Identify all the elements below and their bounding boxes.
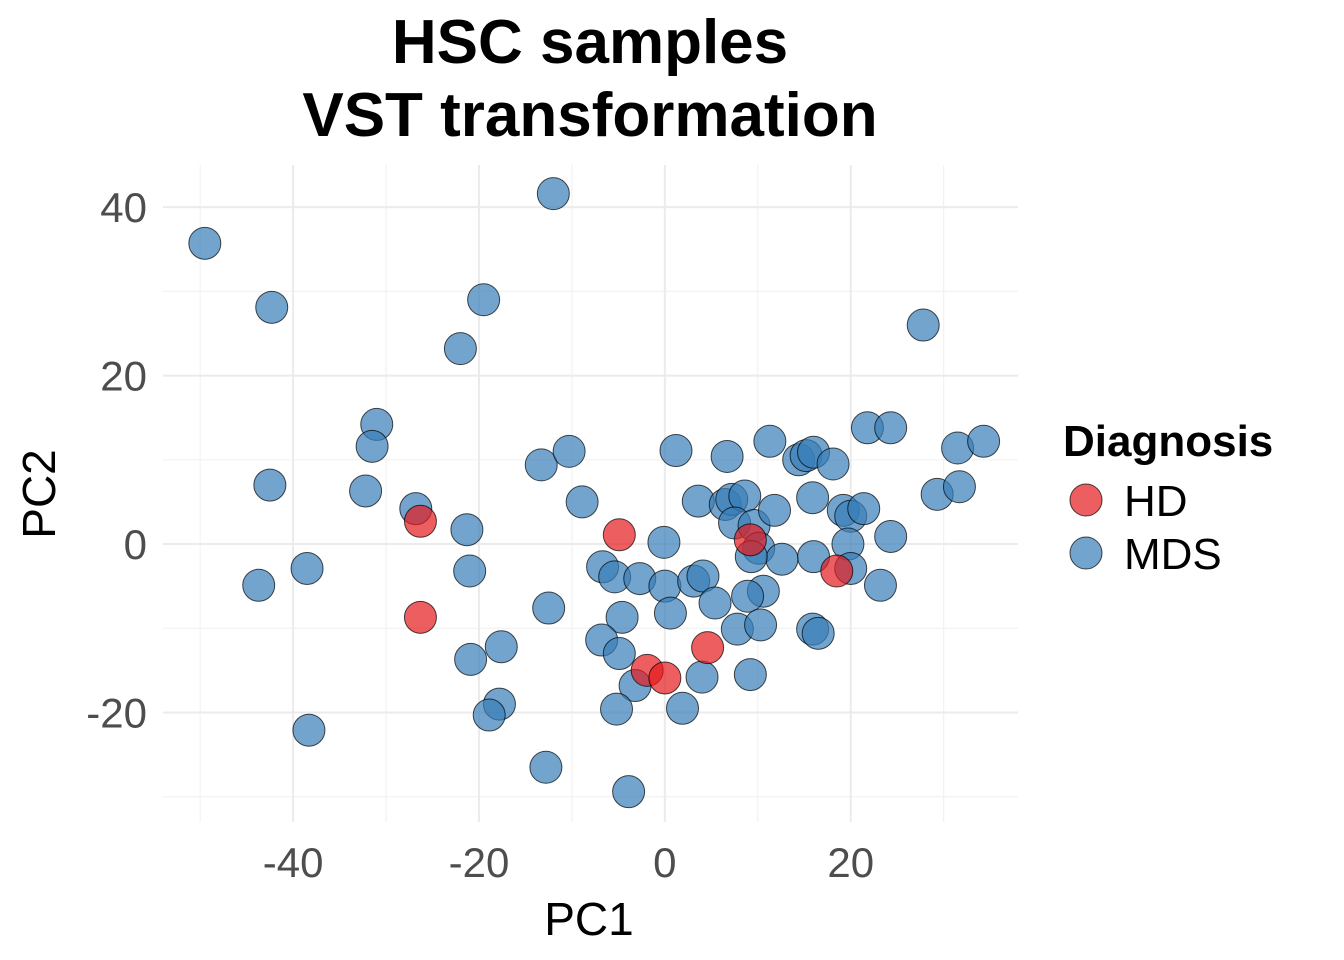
data-point-mds — [863, 568, 897, 602]
x-tick-label: 20 — [827, 839, 874, 886]
plot-grid — [163, 165, 1018, 822]
data-point-hd — [820, 554, 854, 588]
data-point-mds — [290, 551, 324, 585]
data-point-mds — [454, 642, 488, 676]
data-point-mds — [552, 434, 586, 468]
data-point-mds — [874, 411, 908, 445]
data-point-hd — [403, 600, 437, 634]
data-point-hd — [733, 523, 767, 557]
x-tick-label: -20 — [449, 839, 510, 886]
data-point-hd — [691, 631, 725, 665]
data-point-hd — [403, 504, 437, 538]
data-point-mds — [685, 660, 719, 694]
data-point-mds — [847, 492, 881, 526]
data-point-mds — [450, 513, 484, 547]
data-points — [188, 177, 1001, 809]
axis-ticks: -40 -20 0 20 -20 0 20 40 — [86, 184, 874, 886]
legend-swatch-hd — [1069, 483, 1103, 517]
data-point-mds — [710, 439, 744, 473]
y-tick-label: 20 — [100, 353, 147, 400]
data-point-mds — [967, 424, 1001, 458]
legend-swatch-mds — [1069, 536, 1103, 570]
data-point-mds — [605, 600, 639, 634]
data-point-mds — [731, 579, 765, 613]
data-point-mds — [349, 474, 383, 508]
y-tick-label: 40 — [100, 184, 147, 231]
data-point-mds — [653, 596, 687, 630]
x-tick-label: 0 — [653, 839, 676, 886]
y-tick-label: -20 — [86, 690, 147, 737]
data-point-mds — [874, 519, 908, 553]
data-point-mds — [484, 630, 518, 664]
x-tick-label: -40 — [263, 839, 324, 886]
data-point-mds — [647, 525, 681, 559]
data-point-mds — [255, 290, 289, 324]
data-point-mds — [648, 569, 682, 603]
data-point-mds — [467, 283, 501, 317]
data-point-hd — [602, 518, 636, 552]
data-point-mds — [666, 691, 700, 725]
data-point-mds — [602, 637, 636, 671]
legend-title: Diagnosis — [1063, 417, 1273, 466]
data-point-mds — [765, 542, 799, 576]
data-point-mds — [536, 177, 570, 211]
data-point-mds — [753, 424, 787, 458]
data-point-mds — [698, 586, 732, 620]
data-point-mds — [816, 447, 850, 481]
data-point-mds — [942, 470, 976, 504]
data-point-mds — [600, 692, 634, 726]
data-point-mds — [242, 568, 276, 602]
data-point-mds — [758, 493, 792, 527]
x-axis-title: PC1 — [544, 893, 633, 945]
data-point-mds — [744, 608, 778, 642]
data-point-mds — [443, 332, 477, 366]
chart-title-line-2: VST transformation — [302, 81, 877, 150]
data-point-mds — [453, 554, 487, 588]
data-point-mds — [796, 481, 830, 515]
data-point-mds — [532, 591, 566, 625]
data-point-mds — [292, 713, 326, 747]
data-point-mds — [355, 429, 389, 463]
data-point-mds — [188, 226, 222, 260]
data-point-mds — [253, 468, 287, 502]
data-point-mds — [565, 485, 599, 519]
data-point-mds — [906, 308, 940, 342]
data-point-hd — [648, 661, 682, 695]
legend-label-mds: MDS — [1124, 530, 1222, 579]
data-point-mds — [529, 750, 563, 784]
data-point-mds — [733, 658, 767, 692]
chart-title-line-1: HSC samples — [392, 8, 788, 77]
data-point-mds — [659, 434, 693, 468]
data-point-mds — [612, 775, 646, 809]
y-tick-label: 0 — [124, 521, 147, 568]
data-point-mds — [472, 698, 506, 732]
data-point-mds — [524, 448, 558, 482]
legend-label-hd: HD — [1124, 477, 1188, 526]
y-axis-title: PC2 — [13, 449, 65, 538]
data-point-mds — [801, 616, 835, 650]
